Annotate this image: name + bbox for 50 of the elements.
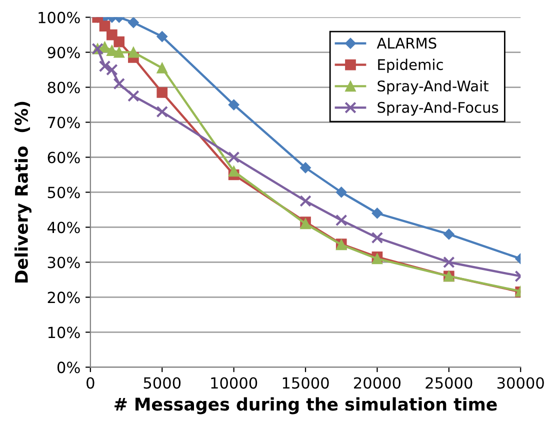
point bbox=[300, 195, 312, 207]
point bbox=[128, 90, 140, 102]
point bbox=[106, 45, 118, 56]
point bbox=[442, 256, 455, 268]
legend-label: Spray-And-Focus bbox=[378, 102, 498, 116]
y-axis-title: Delivery Ratio (%) bbox=[14, 102, 32, 283]
y-tick-label: 40% bbox=[47, 222, 80, 234]
x-tick-label: 0 bbox=[86, 377, 94, 389]
legend-label: Epidemic bbox=[378, 58, 443, 73]
point bbox=[128, 46, 139, 58]
x-tick-label: 15000 bbox=[282, 377, 329, 389]
point bbox=[114, 36, 125, 48]
y-tick-label: 0% bbox=[57, 362, 80, 374]
y-tick-label: 50% bbox=[48, 186, 80, 198]
x-tick-label: 30000 bbox=[497, 377, 544, 389]
point bbox=[300, 162, 311, 174]
point bbox=[228, 99, 240, 110]
point bbox=[336, 186, 347, 198]
y-tick-label: 90% bbox=[48, 46, 80, 58]
point bbox=[106, 64, 118, 76]
point bbox=[335, 214, 348, 226]
point bbox=[372, 208, 383, 219]
point bbox=[371, 232, 384, 244]
y-tick-label: 70% bbox=[48, 116, 80, 128]
point bbox=[99, 20, 110, 32]
point bbox=[156, 87, 168, 98]
x-tick-label: 25000 bbox=[426, 377, 472, 389]
point bbox=[128, 17, 139, 28]
point bbox=[156, 62, 168, 74]
point bbox=[156, 31, 168, 42]
point bbox=[99, 42, 110, 52]
legend-label: Spray-And-Wait bbox=[378, 80, 488, 94]
point bbox=[228, 166, 240, 177]
point bbox=[156, 106, 168, 118]
y-tick-label: 30% bbox=[48, 256, 80, 268]
x-tick-label: 10000 bbox=[211, 377, 258, 389]
y-tick-label: 10% bbox=[48, 326, 80, 338]
x-tick-label: 5000 bbox=[144, 377, 181, 389]
x-axis-title: # Messages during the simulation time bbox=[114, 397, 497, 414]
point bbox=[228, 151, 240, 164]
point bbox=[98, 60, 111, 72]
point bbox=[113, 78, 126, 90]
y-tick-label: 100% bbox=[38, 12, 80, 24]
y-tick-label: 80% bbox=[48, 82, 80, 94]
point bbox=[443, 228, 454, 240]
x-tick-label: 20000 bbox=[354, 377, 400, 389]
y-tick-label: 20% bbox=[48, 292, 80, 304]
y-tick-label: 60% bbox=[48, 152, 80, 164]
legend-label: ALARMS bbox=[376, 38, 436, 49]
point bbox=[114, 46, 125, 58]
